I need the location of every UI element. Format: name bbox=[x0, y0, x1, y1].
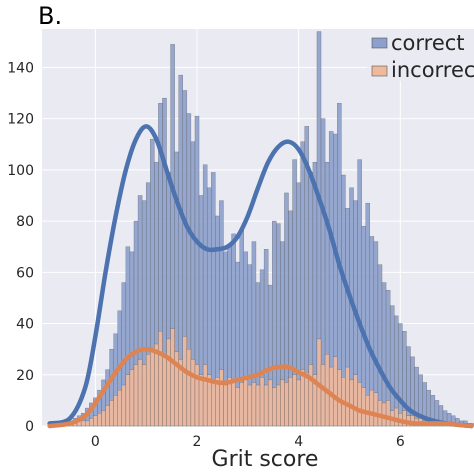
incorrect-bar bbox=[158, 331, 163, 427]
incorrect-bar bbox=[113, 395, 118, 427]
incorrect-bar bbox=[162, 354, 167, 427]
incorrect-bar bbox=[202, 364, 208, 427]
incorrect-bar bbox=[198, 374, 204, 427]
incorrect-bar bbox=[166, 338, 171, 427]
x-tick-labels: 0 2 4 6 bbox=[91, 434, 405, 450]
incorrect-bar bbox=[255, 384, 261, 427]
incorrect-bar bbox=[190, 359, 196, 427]
kde-line-incorrect bbox=[47, 346, 474, 429]
incorrect-bar bbox=[259, 377, 265, 427]
y-tick-label: 40 bbox=[16, 317, 34, 333]
y-tick-label: 120 bbox=[7, 112, 34, 128]
x-axis-label: Grit score bbox=[212, 447, 319, 472]
incorrect-bar bbox=[145, 354, 151, 427]
incorrect-bar bbox=[170, 328, 175, 427]
incorrect-bar bbox=[105, 405, 110, 427]
legend-swatch-correct bbox=[371, 37, 388, 49]
incorrect-bar bbox=[109, 400, 114, 427]
incorrect-bar bbox=[280, 379, 285, 427]
legend: correct incorrect bbox=[367, 29, 474, 82]
incorrect-bar bbox=[141, 364, 147, 427]
incorrect-bar bbox=[211, 379, 216, 427]
incorrect-bar bbox=[235, 387, 240, 427]
incorrect-bar bbox=[373, 392, 379, 427]
incorrect-bar bbox=[385, 400, 391, 427]
incorrect-bar bbox=[308, 364, 314, 427]
incorrect-bar bbox=[288, 377, 293, 427]
correct-bar bbox=[365, 202, 371, 427]
x-tick-label: 2 bbox=[193, 434, 202, 450]
x-tick-label: 4 bbox=[294, 434, 303, 450]
correct-bar bbox=[389, 305, 395, 427]
incorrect-bar bbox=[284, 382, 289, 427]
incorrect-bar bbox=[394, 407, 399, 427]
incorrect-bar bbox=[129, 369, 135, 427]
incorrect-bar bbox=[361, 387, 366, 427]
incorrect-bar bbox=[101, 410, 106, 427]
y-tick-label: 140 bbox=[7, 60, 34, 76]
incorrect-bar bbox=[223, 384, 228, 427]
incorrect-bar bbox=[292, 374, 297, 427]
incorrect-bar bbox=[304, 372, 310, 427]
x-tick-label: 0 bbox=[91, 434, 100, 450]
incorrect-bar bbox=[369, 389, 375, 427]
incorrect-bar bbox=[97, 412, 102, 427]
kde-curves bbox=[47, 124, 474, 429]
incorrect-bar bbox=[154, 343, 159, 427]
incorrect-bar bbox=[251, 382, 257, 427]
incorrect-bar bbox=[239, 382, 244, 427]
y-tick-label: 60 bbox=[16, 265, 34, 281]
incorrect-bar bbox=[194, 364, 200, 427]
incorrect-bar bbox=[84, 420, 90, 427]
incorrect-bar bbox=[300, 369, 305, 427]
incorrect-bar bbox=[150, 348, 155, 427]
y-tick-label: 80 bbox=[16, 214, 34, 230]
incorrect-bar bbox=[182, 336, 188, 427]
kde-line-correct bbox=[47, 124, 474, 429]
correct-bars bbox=[64, 31, 474, 427]
incorrect-bar bbox=[247, 384, 253, 427]
incorrect-bar bbox=[267, 379, 273, 427]
legend-label-incorrect: incorrect bbox=[391, 58, 474, 82]
incorrect-bar bbox=[219, 369, 224, 427]
x-tick-label: 6 bbox=[396, 434, 405, 450]
incorrect-bar bbox=[276, 384, 281, 427]
incorrect-bar bbox=[357, 382, 362, 427]
y-tick-label: 0 bbox=[25, 419, 34, 435]
incorrect-bar bbox=[345, 366, 350, 427]
incorrect-bar bbox=[133, 364, 139, 427]
incorrect-bar bbox=[349, 379, 354, 427]
legend-label-correct: correct bbox=[391, 31, 465, 55]
incorrect-bar bbox=[320, 364, 326, 427]
incorrect-bar bbox=[186, 348, 192, 427]
y-tick-labels: 0 20 40 60 80 100 120 140 bbox=[7, 60, 34, 435]
incorrect-bar bbox=[89, 418, 94, 427]
incorrect-bar bbox=[125, 374, 131, 427]
incorrect-bar bbox=[263, 384, 269, 427]
incorrect-bar bbox=[93, 415, 98, 427]
incorrect-bar bbox=[121, 384, 127, 427]
incorrect-bar bbox=[137, 359, 143, 427]
incorrect-bar bbox=[296, 379, 301, 427]
incorrect-bar bbox=[272, 387, 277, 427]
legend-swatch-incorrect bbox=[371, 65, 388, 77]
incorrect-bar bbox=[243, 379, 249, 427]
correct-bar bbox=[398, 323, 403, 427]
incorrect-bar bbox=[117, 389, 122, 427]
y-tick-label: 20 bbox=[16, 368, 34, 384]
panel-label: B. bbox=[38, 2, 62, 30]
incorrect-bar bbox=[353, 374, 358, 427]
y-tick-label: 100 bbox=[7, 163, 34, 179]
correct-bar bbox=[406, 346, 411, 427]
incorrect-bar bbox=[333, 356, 338, 427]
incorrect-bar bbox=[80, 420, 86, 427]
incorrect-bar bbox=[231, 379, 236, 427]
